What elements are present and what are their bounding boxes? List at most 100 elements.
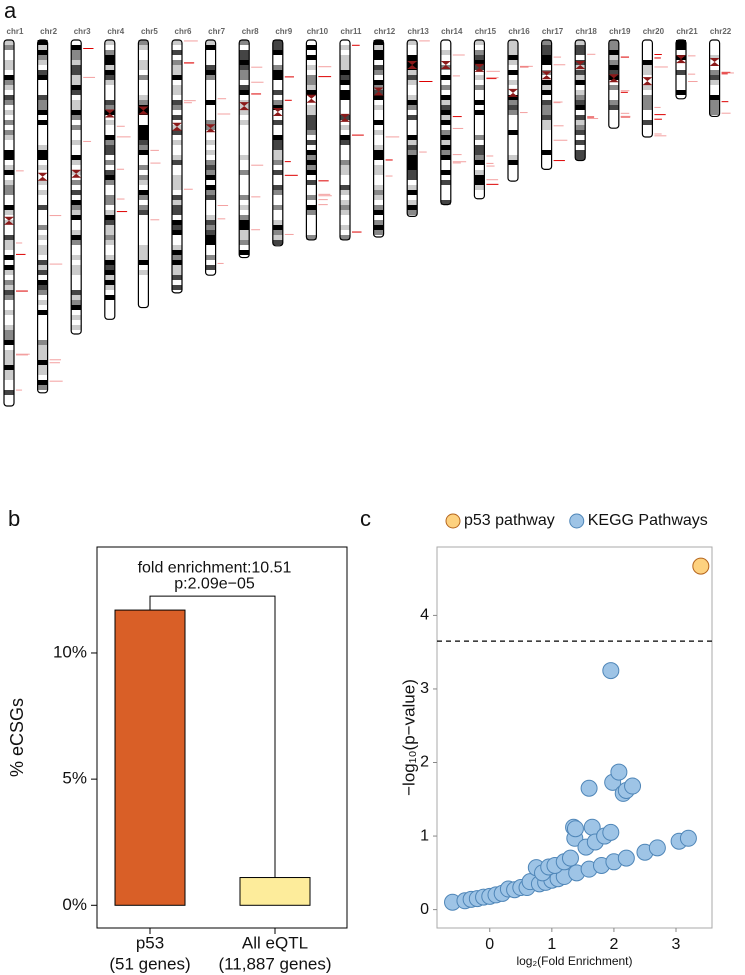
band: [608, 115, 619, 120]
band: [138, 40, 149, 45]
band: [508, 175, 518, 180]
band: [340, 165, 350, 170]
band: [4, 340, 14, 345]
band: [575, 55, 586, 60]
band: [104, 235, 115, 240]
band: [71, 70, 82, 75]
centromere: [306, 94, 317, 103]
band: [575, 90, 586, 95]
band: [373, 80, 384, 85]
band: [172, 275, 182, 280]
band: [4, 380, 14, 385]
band: [205, 195, 216, 200]
band: [71, 270, 82, 275]
band: [407, 200, 418, 205]
chromosome-label: chr15: [475, 27, 497, 36]
band: [373, 120, 384, 125]
band: [440, 75, 451, 80]
band: [172, 45, 182, 50]
band: [642, 45, 653, 50]
band: [172, 135, 182, 140]
chromosome-label: chr14: [441, 27, 463, 36]
band: [306, 150, 317, 155]
band: [676, 70, 686, 75]
band: [172, 145, 182, 150]
band: [71, 190, 82, 195]
band: [306, 185, 317, 190]
chromosome-body: [440, 39, 452, 206]
chromosome: [3, 39, 30, 407]
band: [138, 190, 149, 195]
band: [709, 90, 720, 95]
band: [239, 85, 250, 90]
band: [71, 50, 82, 55]
band: [205, 240, 216, 245]
band: [474, 80, 485, 85]
band: [373, 215, 384, 220]
band: [575, 70, 586, 75]
band: [239, 240, 250, 245]
band: [172, 120, 182, 125]
band: [37, 145, 48, 150]
band: [172, 60, 182, 65]
band: [239, 185, 250, 190]
band: [172, 180, 182, 185]
band: [172, 195, 182, 200]
band: [205, 100, 216, 105]
band: [272, 115, 283, 120]
band: [407, 210, 418, 215]
band: [4, 355, 14, 360]
band: [172, 130, 182, 135]
band: [306, 55, 317, 60]
panel-label: c: [360, 506, 371, 531]
band: [37, 50, 48, 55]
band: [37, 365, 48, 370]
band: [205, 150, 216, 155]
band: [172, 40, 182, 45]
band: [373, 60, 384, 65]
band: [37, 260, 48, 265]
band: [172, 235, 182, 240]
band: [4, 335, 14, 340]
band: [205, 105, 216, 110]
band: [71, 250, 82, 255]
band: [239, 140, 250, 145]
band: [541, 115, 552, 120]
band: [373, 65, 384, 70]
band: [138, 130, 149, 135]
band: [4, 295, 14, 300]
centromere: [138, 106, 149, 115]
band: [407, 125, 418, 130]
centromere: [272, 108, 283, 117]
band: [373, 145, 384, 150]
band: [205, 45, 216, 50]
band: [474, 90, 485, 95]
band: [440, 130, 451, 135]
band: [474, 70, 485, 75]
band: [239, 70, 250, 75]
band: [205, 210, 216, 215]
significance-bracket: [149, 595, 276, 878]
band: [272, 200, 283, 205]
band: [306, 50, 317, 55]
band: [205, 190, 216, 195]
band: [37, 230, 48, 235]
band: [306, 135, 317, 140]
band: [37, 210, 48, 215]
band: [272, 95, 283, 100]
band: [4, 190, 14, 195]
band: [71, 185, 82, 190]
band: [37, 45, 48, 50]
band: [407, 165, 418, 170]
band: [340, 55, 350, 60]
band: [37, 75, 48, 80]
band: [340, 110, 350, 115]
band: [373, 70, 384, 75]
band: [37, 170, 48, 175]
band: [37, 135, 48, 140]
band: [37, 325, 48, 330]
band: [340, 130, 350, 135]
band: [138, 150, 149, 155]
band: [373, 100, 384, 105]
band: [4, 390, 14, 395]
